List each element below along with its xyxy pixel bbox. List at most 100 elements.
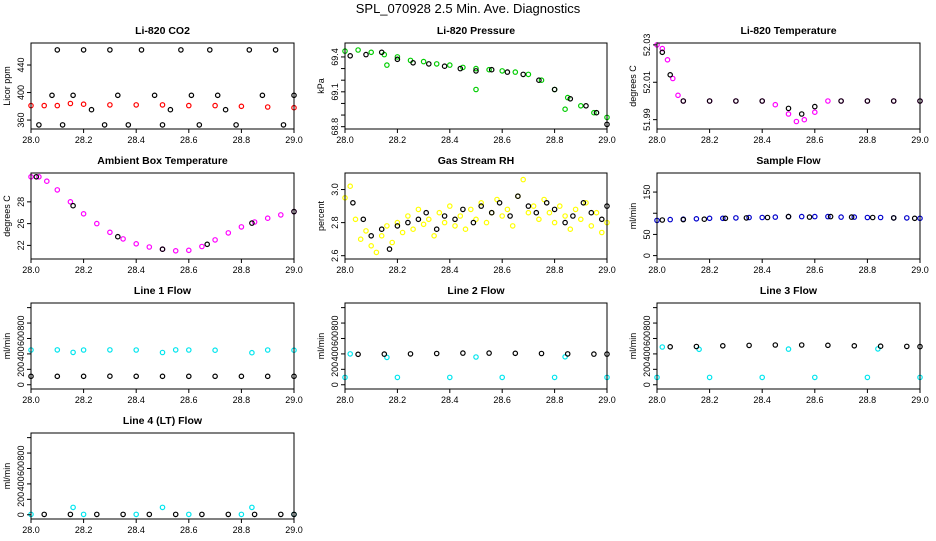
x-tick-label: 28.0: [22, 525, 40, 535]
y-tick-label: 400: [642, 346, 652, 361]
data-point: [551, 374, 558, 381]
y-tick-label: 68.8: [330, 118, 340, 136]
data-point: [759, 374, 766, 381]
data-point: [222, 106, 229, 113]
data-point: [368, 243, 375, 249]
data-point: [196, 122, 203, 128]
data-point: [352, 216, 359, 223]
chart-title: Sample Flow: [756, 155, 821, 167]
x-tick-label: 28.8: [859, 395, 877, 405]
data-point: [378, 226, 385, 233]
data-point: [426, 61, 432, 67]
data-point: [533, 209, 540, 216]
data-point: [199, 243, 205, 250]
data-point: [138, 47, 145, 53]
data-point: [386, 246, 393, 252]
data-point: [541, 196, 547, 203]
data-point: [562, 213, 568, 219]
data-point: [667, 344, 674, 350]
y-tick-label: 800: [16, 316, 26, 331]
chart-panel: Line 1 Flow ml/min 28.0 28.2 28.4 28.6 28.8 29.…: [2, 285, 303, 405]
data-point: [101, 122, 108, 128]
data-point: [825, 98, 831, 104]
x-tick-label: 29.0: [285, 525, 303, 535]
y-tick-label: 0: [642, 253, 652, 258]
data-point: [107, 47, 113, 53]
chart-panel: Line 3 Flow ml/min 28.0 28.2 28.4 28.6 28.8 29.…: [628, 285, 929, 405]
data-point: [80, 347, 87, 353]
data-point: [167, 106, 174, 113]
data-point: [212, 237, 218, 243]
data-point: [251, 219, 258, 225]
data-point: [159, 246, 166, 253]
data-point: [772, 101, 779, 108]
data-point: [812, 374, 818, 381]
x-tick-label: 28.8: [233, 265, 251, 275]
plot-area: [656, 172, 921, 260]
x-tick-label: 28.4: [441, 265, 459, 275]
data-point: [798, 111, 805, 117]
data-point: [368, 49, 375, 56]
data-point: [120, 236, 126, 242]
data-point: [669, 75, 676, 82]
data-point: [94, 220, 100, 227]
data-point: [869, 214, 876, 221]
data-point: [249, 504, 255, 511]
data-point: [785, 213, 792, 220]
chart-panel: Line 2 Flow ml/min 28.0 28.2 28.4 28.6 28.8 29.…: [316, 285, 616, 405]
data-point: [499, 213, 506, 219]
data-point: [486, 350, 492, 356]
data-point: [246, 47, 253, 53]
y-tick-label: 52.01: [642, 71, 652, 94]
x-tick-label: 29.0: [598, 395, 616, 405]
data-point: [107, 102, 113, 108]
data-point: [499, 68, 506, 74]
data-point: [436, 209, 443, 216]
data-point: [277, 511, 284, 518]
x-tick-label: 28.6: [806, 265, 824, 275]
y-tick-label: 400: [330, 346, 340, 361]
data-point: [598, 216, 605, 223]
data-point: [460, 350, 466, 356]
data-point: [557, 203, 563, 209]
data-point: [798, 342, 805, 348]
data-point: [389, 239, 396, 246]
data-point: [457, 65, 464, 72]
data-point: [536, 216, 542, 223]
x-tick-label: 28.2: [75, 135, 93, 145]
data-point: [591, 351, 597, 357]
data-point: [423, 209, 430, 216]
data-point: [764, 214, 771, 221]
data-point: [588, 223, 595, 229]
y-tick-label: 800: [642, 316, 652, 331]
data-point: [583, 103, 589, 109]
chart-panel: Li-820 Pressure kPa 28.0 28.2 28.4 28.6 28.8 29…: [316, 25, 616, 145]
x-tick-label: 29.0: [911, 265, 929, 275]
data-point: [593, 209, 600, 216]
x-tick-label: 28.8: [859, 135, 877, 145]
data-point: [159, 349, 166, 356]
data-point: [772, 214, 779, 220]
data-point: [159, 373, 166, 380]
data-point: [360, 216, 367, 223]
data-point: [441, 213, 448, 219]
chart-panel: Gas Stream RH percent 28.0 28.2 28.4 28.6 28.8…: [316, 155, 616, 275]
x-tick-label: 28.0: [22, 265, 40, 275]
y-axis-label: degrees C: [628, 65, 638, 107]
data-point: [172, 347, 179, 353]
data-point: [911, 215, 918, 222]
data-point: [706, 98, 713, 104]
data-point: [54, 102, 61, 109]
data-point: [785, 105, 792, 112]
data-point: [259, 92, 266, 99]
plot-area: [30, 302, 295, 390]
x-tick-label: 28.6: [493, 265, 511, 275]
data-point: [851, 343, 858, 349]
data-point: [551, 219, 558, 226]
x-tick-label: 29.0: [911, 135, 929, 145]
data-point: [384, 62, 390, 68]
data-point: [54, 187, 61, 193]
y-axis-label: kPa: [316, 78, 326, 94]
data-point: [107, 347, 113, 353]
data-point: [80, 47, 87, 53]
